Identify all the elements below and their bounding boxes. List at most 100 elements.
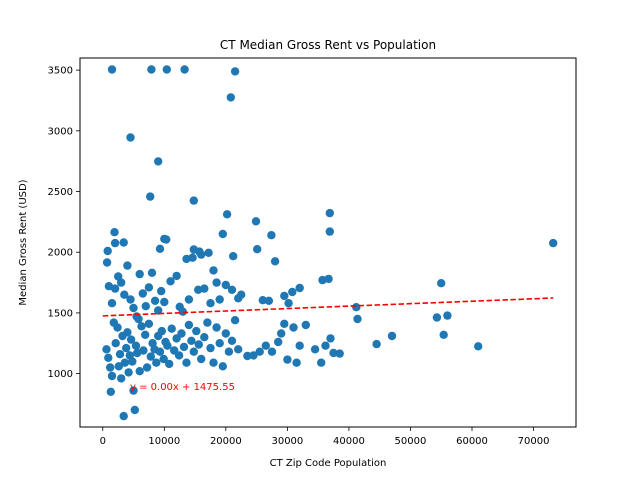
data-point	[188, 253, 197, 262]
data-point	[184, 320, 194, 330]
data-point	[317, 358, 326, 367]
data-point	[166, 277, 175, 286]
data-point	[110, 284, 120, 293]
plot-frame	[79, 57, 577, 428]
data-point	[178, 307, 187, 316]
data-point	[212, 323, 221, 332]
data-point	[288, 287, 297, 297]
data-point	[146, 352, 155, 361]
data-point	[154, 157, 163, 166]
data-point	[284, 299, 293, 308]
data-point	[114, 362, 124, 371]
data-point	[142, 363, 152, 372]
data-point	[197, 250, 206, 259]
data-point	[160, 297, 169, 307]
data-point	[224, 347, 234, 356]
data-point	[292, 358, 301, 367]
data-point	[141, 330, 150, 339]
data-point	[110, 238, 120, 248]
regression-layer	[102, 297, 554, 317]
data-point	[138, 289, 147, 298]
data-point	[157, 286, 166, 296]
data-point	[177, 329, 186, 338]
y-tick-label: 3000	[48, 126, 73, 137]
data-point	[189, 196, 198, 205]
data-point	[172, 271, 181, 281]
data-point	[280, 319, 289, 328]
data-point	[277, 329, 286, 338]
data-point	[184, 295, 194, 304]
regression-line	[102, 297, 554, 317]
data-point	[129, 386, 138, 395]
data-point	[229, 252, 238, 261]
data-point	[218, 362, 227, 371]
data-point	[264, 296, 274, 305]
data-point	[310, 345, 320, 354]
data-point	[197, 354, 206, 364]
x-tick-label: 10000	[148, 436, 180, 447]
data-point	[255, 347, 264, 356]
data-point	[137, 322, 146, 331]
data-point	[295, 341, 304, 350]
data-point	[179, 342, 189, 352]
data-point	[155, 347, 165, 356]
data-point	[227, 336, 237, 345]
data-point	[206, 343, 215, 353]
data-point	[144, 319, 154, 328]
data-point	[102, 258, 112, 267]
data-point	[283, 355, 292, 364]
data-point	[194, 340, 203, 349]
data-point	[432, 313, 442, 322]
data-point	[222, 210, 232, 219]
data-point	[329, 348, 338, 358]
data-point	[439, 330, 448, 339]
data-point	[209, 266, 218, 275]
data-point	[209, 358, 218, 367]
data-point	[135, 367, 144, 376]
data-point	[443, 311, 452, 320]
data-point	[134, 314, 143, 324]
data-point	[126, 295, 135, 304]
data-point	[154, 306, 163, 315]
data-point	[203, 318, 212, 327]
data-point	[146, 192, 155, 201]
data-point	[115, 350, 125, 359]
data-point	[135, 269, 144, 279]
data-point	[274, 337, 283, 347]
data-point	[261, 341, 270, 350]
data-point	[212, 278, 221, 287]
data-point	[221, 329, 230, 338]
data-point	[141, 302, 150, 311]
data-point	[258, 296, 267, 305]
x-axis-ticks: 0 10000 20000 30000 40000 50000 60000 70000	[100, 427, 549, 447]
data-point	[122, 343, 131, 353]
data-point	[123, 328, 132, 337]
data-point	[387, 331, 397, 341]
data-point	[131, 341, 141, 350]
y-axis-ticks: 1000 1500 2000 2500 3000 3500	[48, 66, 80, 380]
data-point	[218, 229, 227, 239]
data-point	[106, 387, 116, 396]
data-point	[106, 363, 115, 372]
data-point	[104, 353, 113, 362]
y-tick-label: 2000	[48, 248, 73, 259]
data-point	[325, 208, 334, 218]
data-point	[126, 335, 136, 344]
data-point	[165, 359, 174, 369]
data-point	[301, 320, 310, 330]
data-point	[119, 238, 128, 247]
data-point	[270, 257, 280, 266]
x-tick-label: 0	[100, 436, 106, 447]
x-tick-label: 30000	[271, 436, 303, 447]
data-point	[147, 65, 156, 74]
data-point	[227, 285, 237, 294]
data-point	[124, 368, 133, 377]
data-point	[243, 351, 252, 361]
data-point	[130, 405, 139, 415]
data-point	[174, 351, 184, 360]
data-point	[187, 336, 196, 345]
data-point	[189, 347, 198, 356]
data-point	[221, 280, 230, 290]
data-point	[117, 278, 126, 287]
